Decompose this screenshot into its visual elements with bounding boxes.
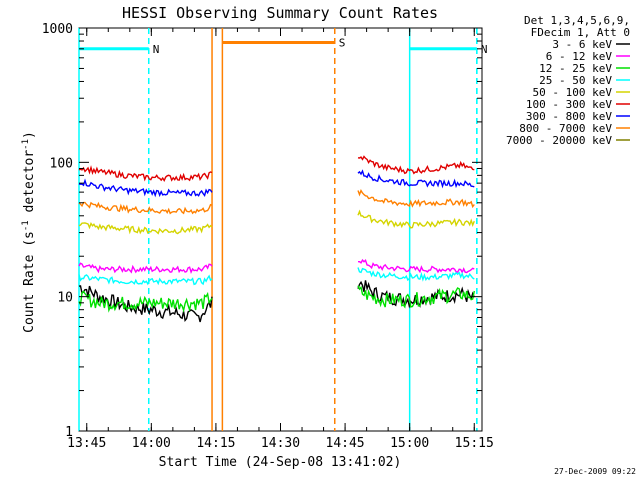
legend-entry-label: 7000 - 20000 keV bbox=[506, 134, 612, 147]
series-line-6-12-kev bbox=[358, 258, 475, 274]
x-tick-label: 14:30 bbox=[261, 436, 300, 451]
series-line-300-800-kev bbox=[357, 169, 475, 189]
legend: Det 1,3,4,5,6,9,FDecim 1, Att 03 - 6 keV… bbox=[506, 14, 630, 147]
series-line-25-50-kev bbox=[78, 274, 213, 286]
x-tick-label: 14:15 bbox=[196, 436, 235, 451]
x-axis-label: Start Time (24-Sep-08 13:41:02) bbox=[159, 455, 402, 470]
region-label: N bbox=[153, 43, 160, 56]
y-axis: 1 10 100 1000 bbox=[42, 22, 482, 440]
x-tick-label: 13:45 bbox=[67, 436, 106, 451]
legend-entry-label: 100 - 300 keV bbox=[526, 98, 612, 111]
x-tick-label: 14:45 bbox=[326, 436, 365, 451]
series-line-50-100-kev bbox=[357, 209, 475, 229]
legend-entry-label: 6 - 12 keV bbox=[546, 50, 613, 63]
legend-entry-label: 50 - 100 keV bbox=[533, 86, 613, 99]
footer-date: 27-Dec-2009 09:22 bbox=[554, 467, 636, 476]
x-tick-label: 14:00 bbox=[132, 436, 171, 451]
legend-header: FDecim 1, Att 0 bbox=[531, 26, 630, 39]
x-tick-label: 15:00 bbox=[390, 436, 429, 451]
y-tick-label: 1 bbox=[65, 425, 73, 440]
legend-header: Det 1,3,4,5,6,9, bbox=[524, 14, 630, 27]
y-tick-label: 1000 bbox=[42, 22, 73, 37]
series-line-800-7000-kev bbox=[78, 201, 213, 215]
legend-entry-label: 25 - 50 keV bbox=[539, 74, 612, 87]
legend-entry-label: 300 - 800 keV bbox=[526, 110, 612, 123]
series-line-12-25-kev bbox=[78, 290, 213, 313]
region-label: S bbox=[339, 36, 346, 49]
series-line-100-300-kev bbox=[78, 165, 213, 182]
series-line-25-50-kev bbox=[357, 267, 475, 282]
series-line-6-12-kev bbox=[78, 262, 213, 275]
series-group bbox=[78, 155, 475, 323]
x-axis: 13:45 14:00 14:15 14:30 14:45 15:00 15:15 bbox=[67, 28, 494, 451]
y-axis-label: Count Rate (s-1 detector-1) bbox=[21, 131, 37, 333]
series-line-100-300-kev bbox=[357, 155, 475, 175]
legend-entry-label: 12 - 25 keV bbox=[539, 62, 612, 75]
series-line-50-100-kev bbox=[78, 221, 213, 235]
x-tick-label: 15:15 bbox=[455, 436, 494, 451]
legend-entry-label: 800 - 7000 keV bbox=[519, 122, 612, 135]
legend-entry-label: 3 - 6 keV bbox=[552, 38, 612, 51]
series-line-12-25-kev bbox=[357, 285, 475, 309]
region-label: N bbox=[481, 43, 488, 56]
y-tick-label: 100 bbox=[50, 156, 73, 171]
chart-title: HESSI Observing Summary Count Rates bbox=[122, 4, 438, 22]
series-line-800-7000-kev bbox=[357, 189, 475, 209]
y-tick-label: 10 bbox=[57, 291, 73, 306]
series-line-300-800-kev bbox=[78, 178, 213, 198]
